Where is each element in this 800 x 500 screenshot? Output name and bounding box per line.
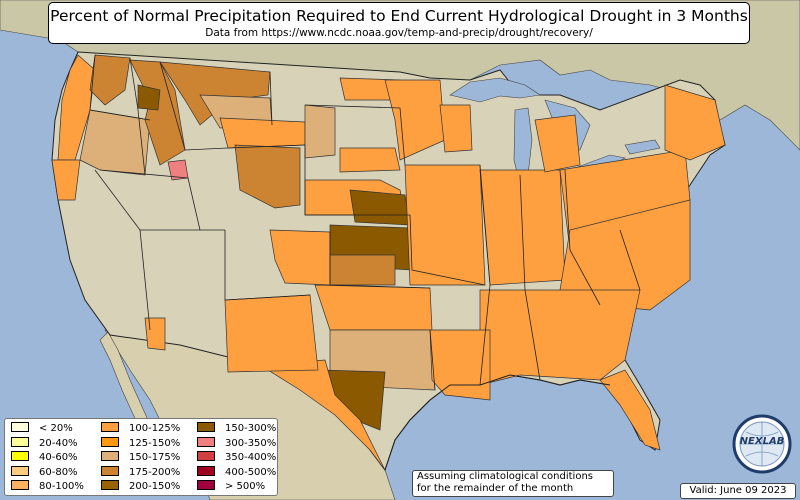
- region-minnesota: [384, 79, 446, 161]
- legend-item: 60-80%: [11, 465, 78, 479]
- region-wyoming-south: [234, 144, 301, 209]
- map-title: Percent of Normal Precipitation Required…: [50, 7, 748, 25]
- nexlab-logo-text: NEXLAB: [739, 436, 785, 447]
- legend: < 20% 20-40% 40-60% 60-80% 80-100% 100-125% 12…: [4, 418, 278, 496]
- nexlab-logo: [732, 414, 792, 474]
- region-california-north: [51, 159, 81, 201]
- legend-item: 150-300%: [197, 422, 276, 435]
- region-wisconsin: [439, 104, 473, 153]
- region-oregon-central: [79, 109, 151, 176]
- region-kansas-brown: [329, 254, 396, 286]
- legend-item: 300-350%: [197, 436, 277, 450]
- assumption-note-line: for the remainder of the month: [417, 483, 574, 494]
- legend-label: 125-150%: [129, 437, 181, 449]
- region-washington-east: [89, 54, 131, 106]
- legend-swatch: [11, 465, 29, 476]
- region-sd-east: [339, 147, 401, 173]
- legend-item: 350-400%: [197, 451, 276, 464]
- region-colorado: [269, 229, 331, 286]
- legend-label: 300-350%: [225, 437, 277, 449]
- legend-label: 20-40%: [39, 437, 78, 449]
- legend-swatch: [101, 451, 119, 461]
- title-box: Percent of Normal Precipitation Required…: [48, 2, 750, 44]
- assumption-note-line: Assuming climatological conditions: [417, 471, 593, 482]
- legend-item: 175-200%: [101, 465, 181, 479]
- lake-superior: [449, 77, 541, 103]
- map-subtitle: Data from https://www.ncdc.noaa.gov/temp…: [205, 27, 593, 39]
- legend-swatch: [101, 465, 119, 476]
- legend-swatch: [197, 465, 215, 476]
- region-dakotas-west: [304, 104, 336, 159]
- region-florida: [599, 369, 661, 451]
- legend-swatch: [101, 422, 119, 432]
- legend-label: < 20%: [39, 423, 73, 434]
- state-borders: [89, 54, 641, 391]
- legend-item: > 500%: [197, 480, 265, 493]
- legend-item: 100-125%: [101, 422, 180, 435]
- legend-label: 150-175%: [129, 452, 181, 463]
- region-wyoming: [219, 117, 306, 149]
- legend-item: 80-100%: [11, 480, 84, 493]
- legend-item: 200-150%: [101, 480, 180, 493]
- legend-item: 400-500%: [197, 465, 277, 479]
- region-michigan: [534, 114, 581, 173]
- legend-swatch: [11, 436, 29, 447]
- legend-item: < 20%: [11, 422, 73, 435]
- legend-label: > 500%: [225, 481, 266, 492]
- logo-globe-lines: [740, 422, 784, 466]
- legend-label: 400-500%: [225, 466, 277, 478]
- region-nebraska-dark: [349, 189, 411, 226]
- legend-swatch: [101, 436, 119, 447]
- region-arizona: [144, 317, 166, 351]
- legend-label: 40-60%: [39, 452, 78, 463]
- legend-label: 200-150%: [129, 481, 181, 492]
- region-new-england: [664, 84, 726, 161]
- lake-ontario: [624, 139, 661, 155]
- legend-item: 125-150%: [101, 436, 181, 450]
- legend-item: 150-175%: [101, 451, 180, 464]
- legend-label: 80-100%: [39, 481, 84, 492]
- region-iowa-missouri: [404, 164, 486, 286]
- assumption-note: Assuming climatological conditions for t…: [412, 470, 614, 497]
- legend-item: 40-60%: [11, 451, 78, 464]
- legend-swatch: [197, 436, 215, 447]
- legend-label: 150-300%: [225, 423, 277, 434]
- legend-swatch: [197, 451, 215, 461]
- legend-label: 350-400%: [225, 452, 277, 463]
- valid-date: Valid: June 09 2023: [680, 483, 796, 499]
- legend-swatch: [101, 480, 119, 490]
- drought-regions: [51, 54, 726, 471]
- legend-label: 175-200%: [129, 466, 181, 478]
- legend-swatch: [197, 480, 215, 490]
- legend-swatch: [11, 480, 29, 490]
- legend-swatch: [197, 422, 215, 432]
- legend-label: 60-80%: [39, 466, 78, 478]
- legend-swatch: [11, 422, 29, 432]
- region-new-mexico: [224, 294, 319, 373]
- legend-swatch: [11, 451, 29, 461]
- region-louisiana-arkansas: [429, 329, 491, 401]
- legend-item: 20-40%: [11, 436, 78, 450]
- gulf-coast: [384, 374, 611, 471]
- legend-label: 100-125%: [129, 423, 181, 434]
- region-idaho-south: [137, 84, 161, 111]
- region-oklahoma: [314, 284, 433, 331]
